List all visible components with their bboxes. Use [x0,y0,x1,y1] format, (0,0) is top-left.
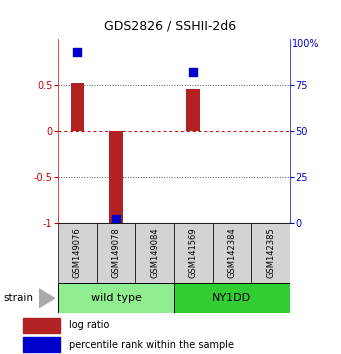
Text: GSM149078: GSM149078 [112,228,120,279]
Bar [251,223,290,283]
Text: GSM141569: GSM141569 [189,228,198,279]
Text: GSM142385: GSM142385 [266,228,275,279]
Bar [174,283,290,313]
Text: wild type: wild type [90,293,142,303]
Text: log ratio: log ratio [69,320,109,330]
Bar [23,337,60,352]
Text: 100%: 100% [292,39,320,49]
Text: GSM142384: GSM142384 [227,228,236,279]
Text: percentile rank within the sample: percentile rank within the sample [69,339,234,350]
Text: GSM149084: GSM149084 [150,228,159,279]
Bar [97,223,135,283]
Text: GDS2826 / SSHII-2d6: GDS2826 / SSHII-2d6 [104,19,237,33]
Bar [187,88,200,131]
Bar [58,283,174,313]
Bar [135,223,174,283]
Bar [71,83,84,131]
Text: GSM149076: GSM149076 [73,228,82,279]
Bar [23,318,60,333]
Bar [212,223,251,283]
Text: strain: strain [3,293,33,303]
Text: NY1DD: NY1DD [212,293,251,303]
Bar [58,223,97,283]
Polygon shape [39,289,55,308]
Point [191,69,196,75]
Point [75,49,80,55]
Bar [109,131,123,223]
Point [113,217,119,222]
Bar [174,223,212,283]
